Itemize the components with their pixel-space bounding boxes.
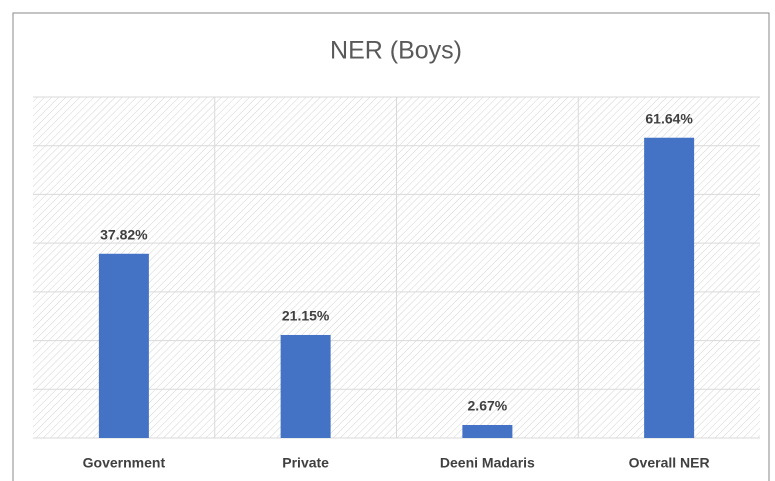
data-label: 2.67% <box>468 398 508 414</box>
bar <box>462 424 513 438</box>
x-tick-label: Private <box>282 455 329 471</box>
data-label: 37.82% <box>100 226 148 242</box>
data-label: 21.15% <box>282 308 330 324</box>
chart-title: NER (Boys) <box>330 37 462 65</box>
data-label: 61.64% <box>645 110 693 126</box>
x-tick-label: Government <box>83 455 166 471</box>
x-tick-label: Overall NER <box>629 455 710 471</box>
x-tick-label: Deeni Madaris <box>440 455 535 471</box>
bar <box>644 137 695 438</box>
bar <box>98 253 149 438</box>
bar <box>280 334 331 438</box>
